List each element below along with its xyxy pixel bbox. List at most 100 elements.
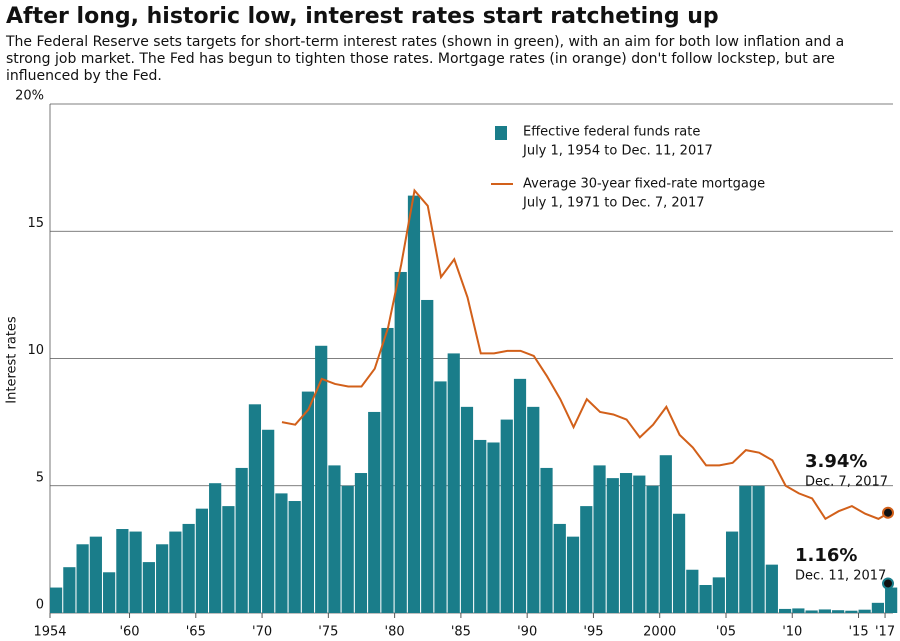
bar <box>368 411 381 613</box>
x-tick-label: '15 <box>848 625 868 640</box>
bar <box>328 465 341 613</box>
y-tick-label: 20% <box>15 89 44 104</box>
bar <box>779 608 792 613</box>
legend-label: Effective federal funds rate <box>523 125 700 140</box>
bar <box>805 610 818 613</box>
x-tick-label: '75 <box>318 625 338 640</box>
bar <box>407 195 421 613</box>
annotation-date: Dec. 7, 2017 <box>805 475 888 490</box>
bar <box>354 473 368 613</box>
bar <box>275 493 288 613</box>
bar <box>381 327 394 613</box>
bar <box>421 299 434 613</box>
bar <box>540 467 553 613</box>
bar <box>209 483 222 613</box>
bar <box>712 577 725 613</box>
y-tick-label: 15 <box>27 216 44 231</box>
bar <box>142 562 155 613</box>
bar <box>686 569 699 613</box>
bar <box>116 529 129 613</box>
bar <box>394 271 407 613</box>
bar <box>474 439 487 613</box>
bar <box>103 572 116 613</box>
bar <box>633 475 646 613</box>
bar <box>248 404 262 613</box>
bar <box>527 406 540 613</box>
bar <box>169 531 182 613</box>
bar <box>182 523 195 613</box>
bar <box>434 381 447 613</box>
bar <box>606 478 619 613</box>
bar <box>699 585 712 613</box>
bar <box>301 391 315 613</box>
bar <box>739 485 752 613</box>
x-tick-label: 1954 <box>33 625 66 640</box>
y-tick-label: 10 <box>27 343 44 358</box>
x-tick-label: 2000 <box>643 625 676 640</box>
bar <box>619 473 633 613</box>
annotation-value: 1.16% <box>795 545 857 566</box>
chart-title: After long, historic low, interest rates… <box>6 4 719 29</box>
bar <box>513 378 527 613</box>
annotation-value: 3.94% <box>805 451 867 472</box>
y-axis-label: Interest rates <box>5 316 20 404</box>
bar <box>341 485 354 613</box>
bar <box>725 531 739 613</box>
bar <box>858 609 871 613</box>
bar <box>129 531 142 613</box>
bar <box>659 455 672 613</box>
bar <box>63 567 76 613</box>
bar <box>593 465 606 613</box>
x-tick-label: '60 <box>119 625 139 640</box>
bar <box>672 513 686 613</box>
bar <box>818 609 831 613</box>
legend-range: July 1, 1971 to Dec. 7, 2017 <box>522 196 705 211</box>
x-tick-label: '80 <box>385 625 405 640</box>
bar <box>447 353 460 613</box>
y-tick-label: 0 <box>36 598 44 613</box>
bar <box>235 467 248 613</box>
chart-subtitle: The Federal Reserve sets targets for sho… <box>6 34 845 84</box>
x-tick-label: '17 <box>875 625 895 640</box>
bar <box>871 602 884 613</box>
bar <box>500 419 513 613</box>
annotation-date: Dec. 11, 2017 <box>795 569 886 584</box>
x-tick-label: '10 <box>782 625 802 640</box>
x-tick-label: '90 <box>517 625 537 640</box>
end-point <box>882 577 894 590</box>
bar <box>288 501 301 613</box>
bar <box>195 508 208 613</box>
bar <box>646 485 659 613</box>
bar <box>89 536 102 613</box>
bar <box>792 608 805 613</box>
line <box>281 188 893 521</box>
bar <box>765 564 778 613</box>
end-point <box>882 506 894 519</box>
bar <box>566 536 580 613</box>
bar <box>222 506 235 613</box>
bar <box>832 610 845 613</box>
bar <box>845 610 858 613</box>
bar <box>50 587 63 613</box>
bar <box>553 523 566 613</box>
bar <box>580 506 593 613</box>
bar <box>76 544 89 613</box>
x-tick-label: '65 <box>186 625 206 640</box>
bar <box>315 345 328 613</box>
legend-range: July 1, 1954 to Dec. 11, 2017 <box>522 144 713 159</box>
legend-swatch <box>495 126 507 140</box>
bar <box>487 442 500 613</box>
bar <box>262 429 275 613</box>
legend-label: Average 30-year fixed-rate mortgage <box>523 177 765 192</box>
bar <box>460 406 474 613</box>
x-tick-label: '85 <box>451 625 471 640</box>
bar <box>752 485 765 613</box>
x-tick-label: '05 <box>716 625 736 640</box>
x-tick-label: '95 <box>583 625 603 640</box>
y-tick-label: 5 <box>36 470 44 485</box>
bar <box>156 544 169 613</box>
x-tick-label: '70 <box>252 625 272 640</box>
bar <box>885 587 898 613</box>
